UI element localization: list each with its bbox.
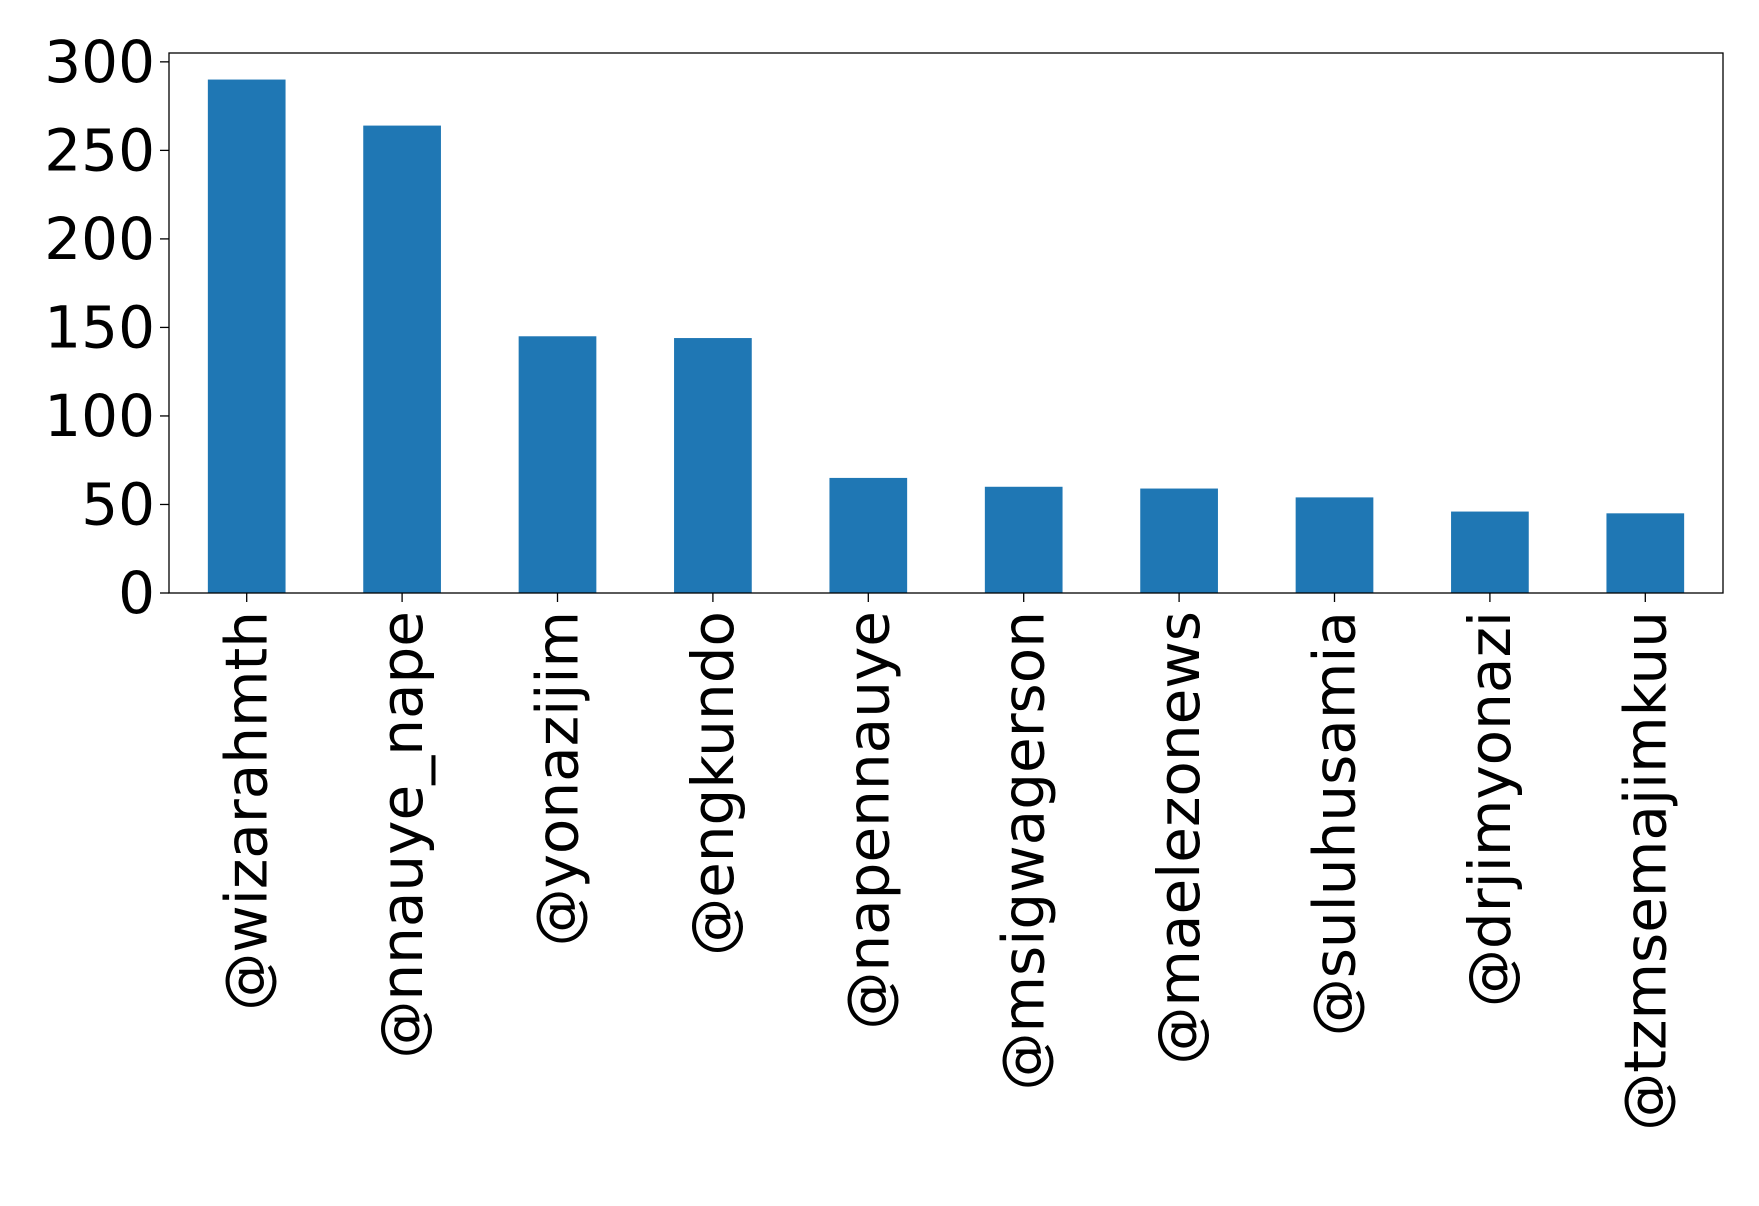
- x-tick-label: @napennauye: [834, 611, 902, 1030]
- bar: [207, 79, 286, 594]
- bar: [674, 338, 752, 593]
- x-tick-label: @yonazijim: [524, 611, 592, 946]
- bar: [1140, 488, 1218, 593]
- bar: [829, 477, 908, 593]
- x-tick-label: @engkundo: [679, 611, 747, 956]
- x-axis: @wizarahmth @nnauye_nape @yonazijim @engkun…: [213, 593, 1679, 1131]
- x-tick-label: @suluhusamia: [1301, 611, 1369, 1036]
- y-tick-label: 100: [44, 382, 155, 450]
- x-tick-label: @nnauye_nape: [368, 611, 436, 1059]
- x-tick-label: @maelezonews: [1145, 611, 1213, 1065]
- x-tick-label: @wizarahmth: [213, 611, 281, 1011]
- y-tick-label: 200: [44, 205, 155, 273]
- y-tick-label: 150: [44, 293, 155, 361]
- bar: [1451, 511, 1529, 593]
- x-tick-label: @drjimyonazi: [1456, 611, 1524, 1007]
- y-tick-label: 0: [118, 559, 155, 627]
- y-axis: 0 50 100 150 200 250 300: [44, 28, 169, 627]
- bar: [1606, 513, 1685, 593]
- y-tick-label: 50: [81, 470, 155, 538]
- bar: [518, 336, 597, 593]
- bar: [1295, 497, 1374, 593]
- bar: [363, 125, 441, 594]
- y-tick-label: 300: [44, 28, 155, 96]
- plot-frame: [168, 52, 1724, 594]
- x-tick-label: @tzmsemajimkuu: [1611, 611, 1679, 1131]
- y-tick-label: 250: [44, 116, 155, 184]
- bar: [984, 486, 1063, 593]
- x-tick-label: @msigwagerson: [990, 611, 1058, 1090]
- bars-layer: [207, 79, 1685, 594]
